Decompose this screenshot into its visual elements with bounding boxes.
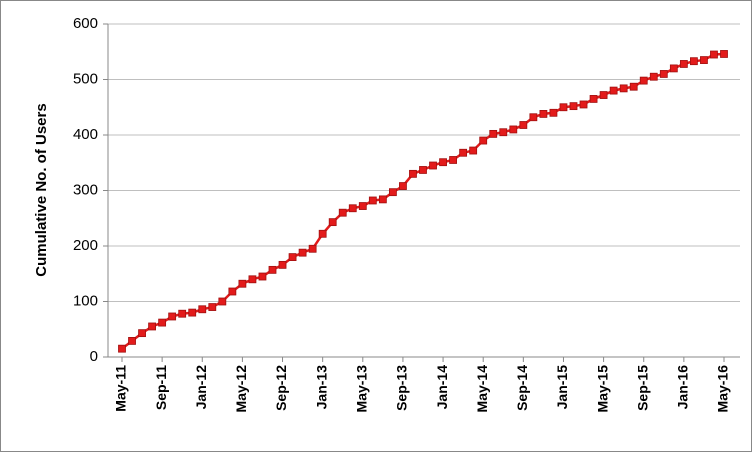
marker (489, 129, 498, 138)
marker (479, 136, 488, 145)
x-tick-label: Jan-12 (193, 365, 209, 410)
marker (459, 148, 468, 157)
marker (298, 248, 307, 257)
y-tick-label: 300 (73, 181, 98, 198)
marker (569, 102, 578, 111)
x-tick-label: May-11 (113, 365, 129, 412)
marker (639, 76, 648, 85)
marker (138, 329, 146, 338)
marker (509, 125, 518, 134)
marker (679, 60, 688, 68)
marker (529, 113, 538, 122)
marker (388, 188, 397, 197)
marker (649, 72, 658, 81)
marker (268, 265, 277, 274)
marker (308, 244, 317, 253)
x-tick-label: Sep-13 (394, 365, 410, 411)
marker (318, 229, 327, 238)
y-tick-label: 0 (90, 348, 98, 365)
marker (378, 195, 387, 204)
x-tick-label: May-12 (233, 365, 249, 413)
marker (449, 156, 458, 164)
y-tick-label: 600 (73, 15, 98, 32)
marker (419, 166, 427, 174)
marker (549, 108, 558, 117)
x-tick-label: Jan-14 (434, 365, 450, 410)
marker (669, 64, 678, 73)
marker (429, 161, 437, 170)
marker (158, 318, 167, 327)
marker (629, 82, 638, 91)
x-tick-label: Sep-11 (153, 365, 169, 410)
marker (579, 100, 588, 109)
marker (358, 202, 367, 210)
marker (700, 56, 708, 64)
y-tick-label: 400 (73, 126, 98, 143)
marker (609, 86, 618, 95)
marker (690, 57, 698, 66)
y-axis-label: Cumulative No. of Users (33, 103, 50, 276)
marker (288, 253, 297, 262)
marker (228, 287, 237, 296)
marker (559, 103, 568, 112)
marker (619, 84, 628, 93)
y-tick-label: 100 (73, 292, 98, 309)
x-tick-label: May-14 (474, 365, 490, 413)
marker (439, 158, 447, 167)
y-tick-label: 200 (73, 237, 98, 254)
marker (148, 322, 157, 331)
marker (710, 50, 718, 59)
x-tick-label: Jan-15 (554, 365, 570, 410)
marker (519, 121, 528, 129)
marker (128, 337, 136, 345)
x-tick-label: Sep-12 (273, 365, 289, 411)
marker (469, 146, 478, 155)
x-tick-label: Sep-14 (514, 365, 530, 411)
marker (399, 182, 407, 190)
marker (218, 297, 227, 306)
marker (338, 208, 347, 217)
x-tick-label: May-16 (715, 365, 731, 413)
marker (238, 279, 247, 288)
marker (589, 95, 598, 103)
marker (659, 70, 668, 78)
marker (368, 196, 377, 205)
marker (539, 110, 548, 118)
x-tick-label: May-15 (594, 365, 610, 413)
y-tick-label: 500 (73, 70, 98, 87)
x-tick-label: Sep-15 (634, 365, 650, 411)
marker (278, 260, 287, 269)
marker (328, 218, 337, 227)
marker (499, 128, 508, 137)
marker (178, 309, 187, 318)
marker (188, 308, 197, 317)
marker (198, 305, 207, 314)
marker (248, 275, 257, 284)
marker (258, 272, 267, 281)
marker (168, 312, 177, 321)
marker (118, 344, 126, 353)
marker (409, 169, 417, 178)
marker (348, 204, 357, 213)
marker (208, 303, 217, 311)
x-tick-label: Jan-16 (675, 365, 691, 410)
x-tick-label: May-13 (354, 365, 370, 413)
x-tick-label: Jan-13 (313, 365, 329, 410)
marker (720, 50, 728, 58)
marker (599, 91, 608, 99)
